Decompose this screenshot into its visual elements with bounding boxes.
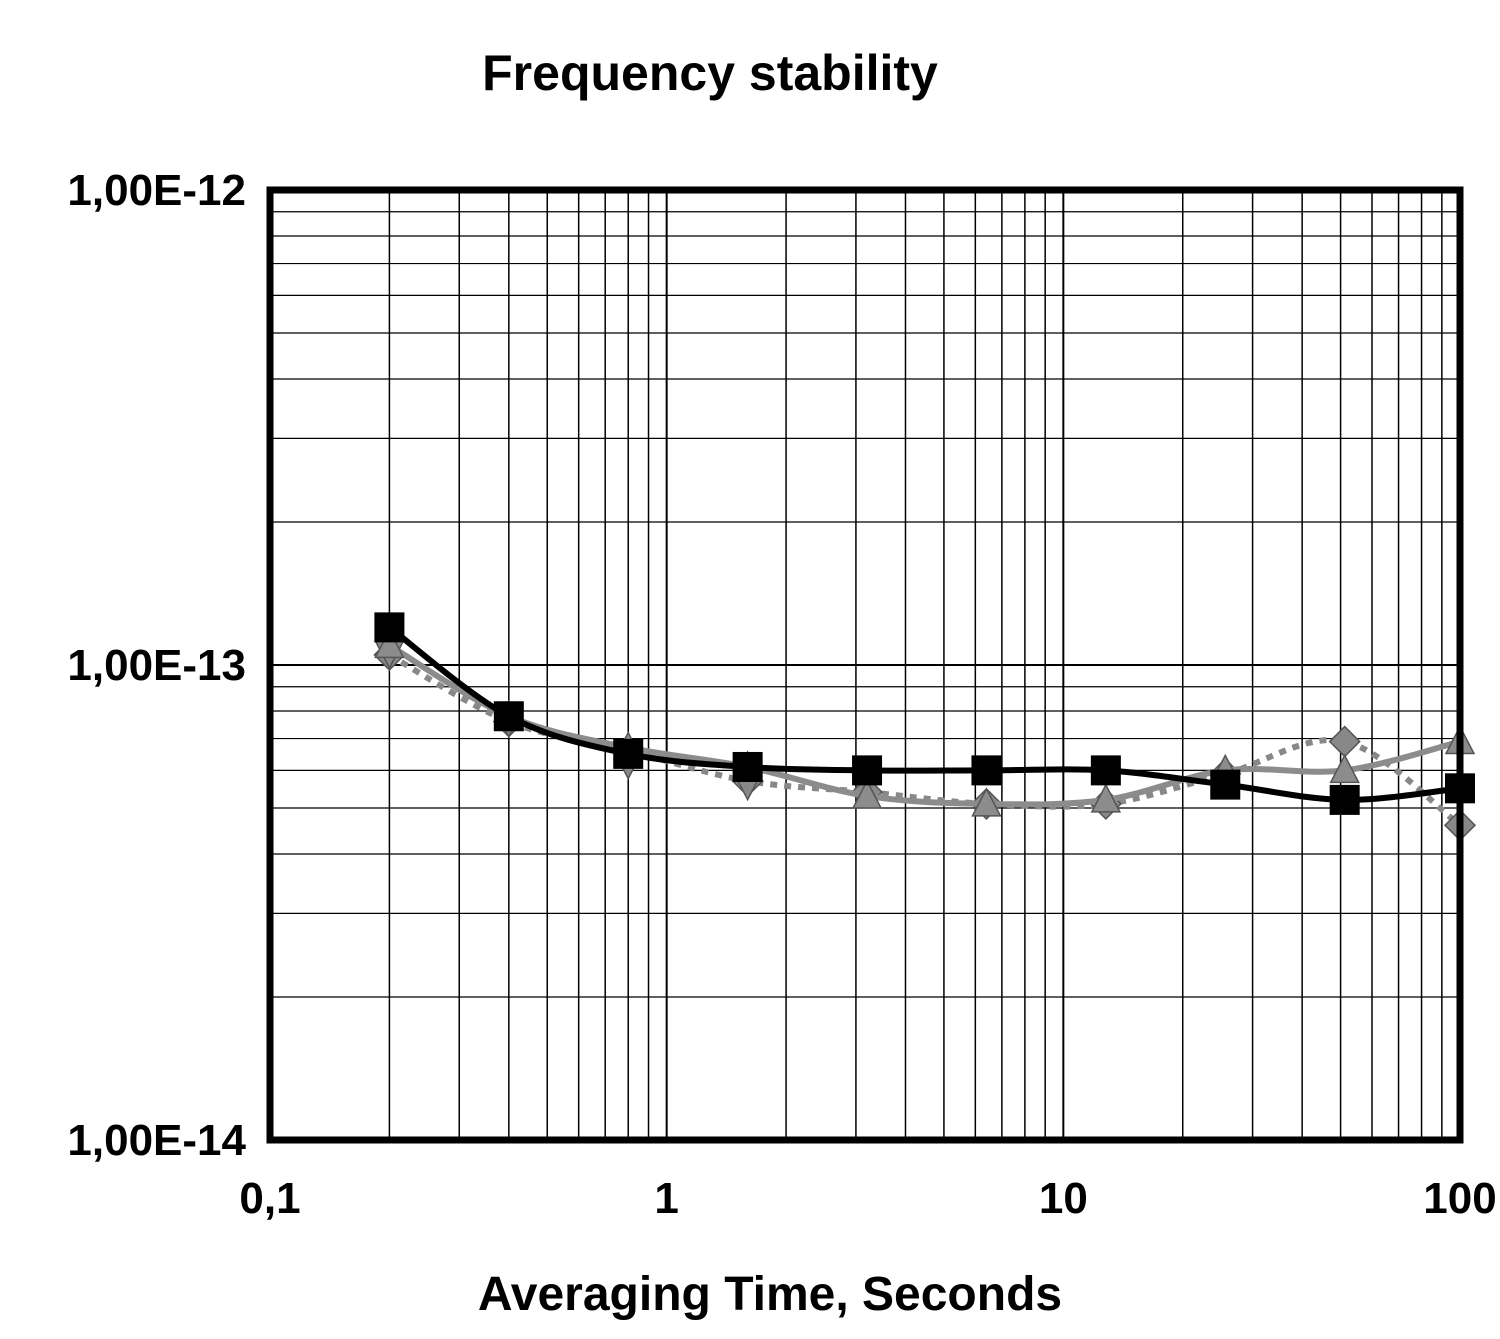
series-layer <box>373 612 1477 842</box>
series-line <box>387 624 1461 803</box>
tick-labels: 0,1 1 10 100 1,00E-12 1,00E-13 1,00E-14 <box>67 166 1496 1223</box>
data-point-square <box>1329 784 1360 815</box>
data-point-triangle <box>971 787 1002 817</box>
data-point-triangle <box>374 628 405 659</box>
grid <box>270 190 1460 1140</box>
data-point-square <box>852 755 883 786</box>
x-tick-label: 10 <box>1039 1174 1088 1223</box>
data-point-triangle <box>851 779 883 809</box>
y-tick-label: 1,00E-13 <box>67 641 246 690</box>
data-point-square <box>1210 769 1241 800</box>
series-3 <box>374 628 1476 817</box>
data-point-square <box>374 612 405 643</box>
chart-title: Frequency stability <box>482 45 938 101</box>
data-point-square <box>493 701 524 732</box>
data-point-triangle <box>1329 753 1360 784</box>
y-tick-label: 1,00E-12 <box>67 166 246 215</box>
x-tick-label: 100 <box>1423 1174 1496 1223</box>
plot-area-frame <box>266 186 1464 1144</box>
series-line <box>387 642 1461 808</box>
y-tick-label: 1,00E-14 <box>67 1116 246 1165</box>
series-4 <box>374 612 1475 815</box>
x-tick-label: 1 <box>654 1174 678 1223</box>
x-axis-title: Averaging Time, Seconds <box>478 1268 1062 1321</box>
series-1 <box>373 638 1477 842</box>
data-point-diamond <box>1328 725 1361 758</box>
data-point-triangle <box>1090 783 1122 813</box>
data-point-square <box>1090 755 1121 786</box>
series-line <box>387 652 1462 828</box>
x-tick-label: 0,1 <box>239 1174 300 1223</box>
data-point-square <box>613 738 644 769</box>
data-point-square <box>732 751 763 782</box>
data-point-square <box>971 755 1002 786</box>
